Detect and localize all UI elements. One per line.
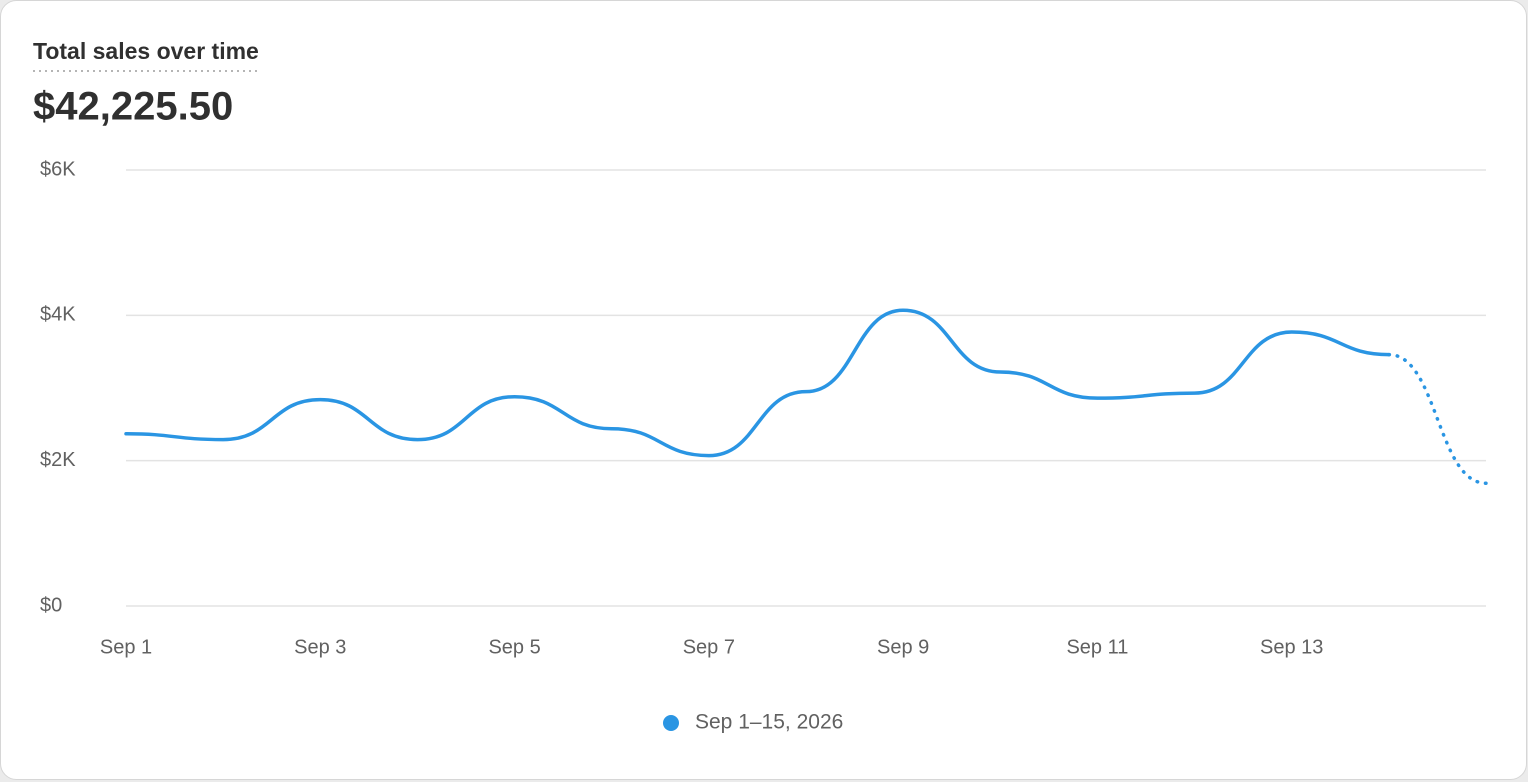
x-tick-label: Sep 9 <box>877 636 929 658</box>
y-tick-label: $0 <box>40 594 62 616</box>
line-series-incomplete <box>1387 352 1488 485</box>
x-tick-label: Sep 11 <box>1066 636 1128 658</box>
y-tick-label: $4K <box>40 304 76 326</box>
legend-label: Sep 1–15, 2026 <box>695 711 843 734</box>
x-tick-label: Sep 13 <box>1260 636 1323 658</box>
x-tick-label: Sep 7 <box>683 636 735 658</box>
y-tick-label: $2K <box>40 449 76 471</box>
legend-swatch <box>663 715 679 731</box>
chart-title[interactable]: Total sales over time <box>33 38 259 64</box>
x-tick-label: Sep 1 <box>100 636 152 658</box>
line-series <box>124 308 1391 458</box>
headline-value: $42,225.50 <box>33 85 233 129</box>
y-tick-label: $6K <box>40 158 76 180</box>
x-tick-label: Sep 5 <box>488 636 540 658</box>
x-tick-label: Sep 3 <box>294 636 346 658</box>
